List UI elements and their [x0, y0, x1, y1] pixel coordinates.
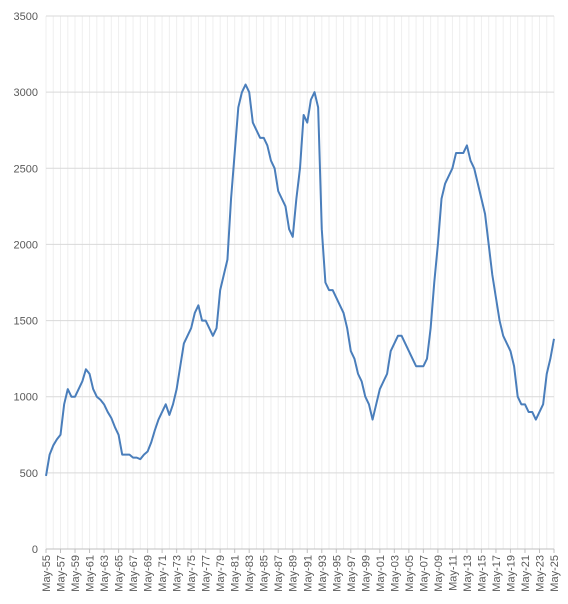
x-tick-label: May-93	[317, 555, 329, 592]
x-tick-label: May-03	[389, 555, 401, 592]
x-tick-label: May-23	[534, 555, 546, 592]
x-tick-label: May-77	[201, 555, 213, 592]
x-tick-label: May-81	[230, 555, 242, 592]
x-tick-label: May-95	[331, 555, 343, 592]
x-tick-label: May-15	[476, 555, 488, 592]
x-tick-label: May-19	[505, 555, 517, 592]
y-tick-label: 0	[32, 544, 38, 556]
x-tick-label: May-13	[462, 555, 474, 592]
x-tick-label: May-97	[346, 555, 358, 592]
x-tick-label: May-63	[99, 555, 111, 592]
x-tick-label: May-91	[302, 555, 314, 592]
x-tick-label: May-87	[273, 555, 285, 592]
x-tick-label: May-09	[433, 555, 445, 592]
x-tick-label: May-57	[56, 555, 68, 592]
x-tick-label: May-99	[360, 555, 372, 592]
x-tick-label: May-55	[41, 555, 53, 592]
x-tick-label: May-01	[375, 555, 387, 592]
y-tick-label: 500	[20, 468, 38, 480]
x-tick-label: May-73	[172, 555, 184, 592]
x-tick-label: May-75	[186, 555, 198, 592]
y-tick-label: 1000	[14, 392, 38, 404]
x-tick-label: May-25	[549, 555, 561, 592]
x-tick-label: May-21	[520, 555, 532, 592]
y-tick-label: 2500	[14, 163, 38, 175]
x-tick-label: May-67	[128, 555, 140, 592]
x-tick-label: May-17	[491, 555, 503, 592]
x-tick-label: May-65	[114, 555, 126, 592]
x-tick-label: May-85	[259, 555, 271, 592]
data-line	[45, 83, 555, 477]
x-tick-label: May-83	[244, 555, 256, 592]
y-tick-label: 3000	[14, 87, 38, 99]
y-tick-label: 3500	[14, 11, 38, 23]
x-tick-label: May-71	[157, 555, 169, 592]
x-tick-label: May-07	[418, 555, 430, 592]
x-tick-label: May-69	[143, 555, 155, 592]
x-tick-label: May-61	[85, 555, 97, 592]
y-tick-label: 2000	[14, 239, 38, 251]
x-tick-label: May-11	[447, 555, 459, 591]
x-tick-label: May-59	[70, 555, 82, 592]
x-tick-label: May-79	[215, 555, 227, 592]
x-tick-label: May-05	[404, 555, 416, 592]
y-tick-label: 1500	[14, 316, 38, 328]
x-tick-label: May-89	[288, 555, 300, 592]
